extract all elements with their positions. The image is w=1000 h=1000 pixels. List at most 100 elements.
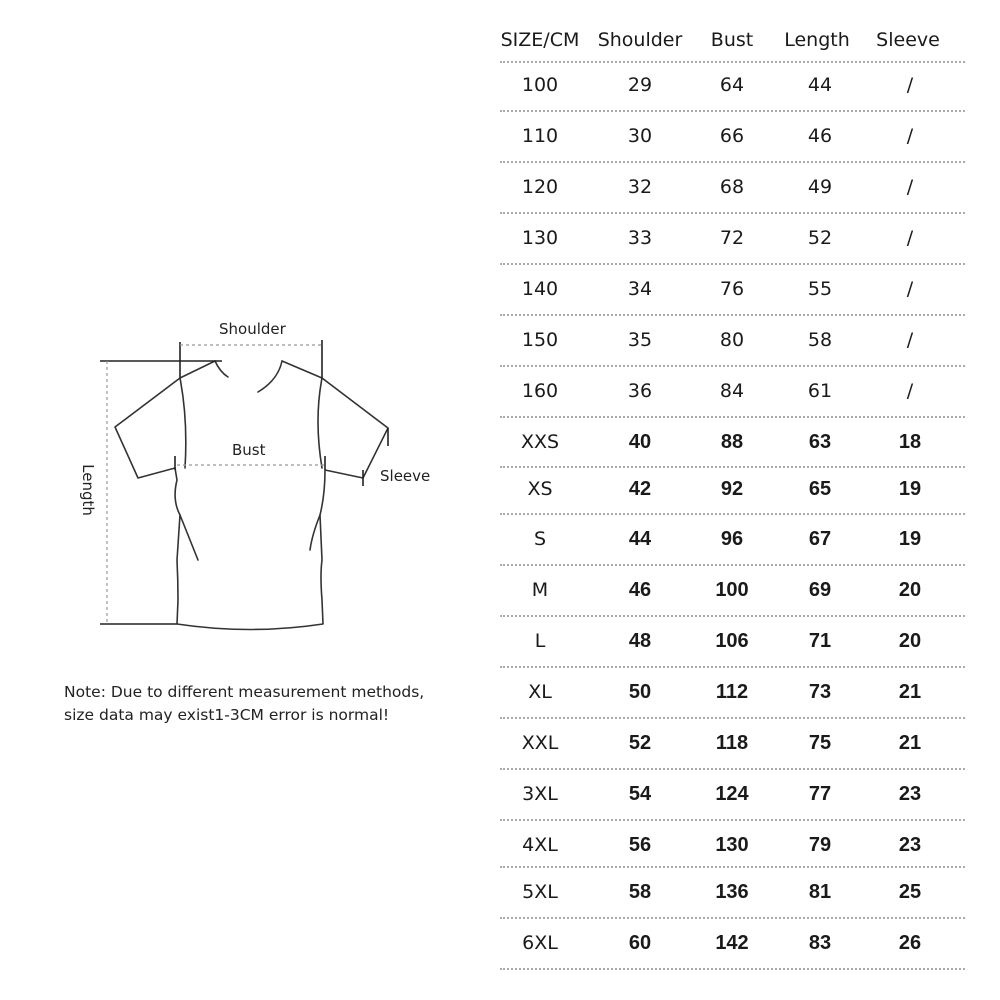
cell-size: 160 <box>521 380 559 402</box>
cell-shoulder: 40 <box>628 431 652 453</box>
row-divider <box>500 61 965 63</box>
row-divider <box>500 666 965 668</box>
cell-shoulder: 52 <box>628 732 652 754</box>
cell-bust: 64 <box>719 74 745 96</box>
cell-sleeve: 23 <box>898 783 922 805</box>
table-row: 110 30 66 46 / <box>500 111 965 162</box>
cell-length: 81 <box>808 881 832 903</box>
cell-bust: 92 <box>720 478 744 500</box>
cell-size: XXS <box>520 431 560 453</box>
cell-shoulder: 44 <box>628 528 652 550</box>
row-divider <box>500 416 965 418</box>
table-row: 3XL 54 124 77 23 <box>500 769 965 820</box>
cell-size: XXL <box>521 732 559 754</box>
cell-length: 69 <box>808 579 832 601</box>
cell-shoulder: 56 <box>628 834 652 856</box>
row-divider <box>500 161 965 163</box>
cell-length: 58 <box>807 329 833 351</box>
cell-length: 46 <box>807 125 833 147</box>
row-divider <box>500 513 965 515</box>
row-divider <box>500 768 965 770</box>
cell-sleeve: 25 <box>898 881 922 903</box>
cell-bust: 106 <box>715 630 749 652</box>
table-row: XS 42 92 65 19 <box>500 464 965 515</box>
cell-length: 71 <box>808 630 832 652</box>
row-divider <box>500 968 965 970</box>
table-row: 6XL 60 142 83 26 <box>500 918 965 969</box>
cell-shoulder: 54 <box>628 783 652 805</box>
cell-size: 110 <box>521 125 559 147</box>
cell-sleeve: 26 <box>898 932 922 954</box>
cell-size: XL <box>528 681 552 703</box>
cell-length: 65 <box>808 478 832 500</box>
row-divider <box>500 263 965 265</box>
header-bust: Bust <box>710 29 754 51</box>
cell-bust: 124 <box>715 783 749 805</box>
sleeve-label: Sleeve <box>380 467 431 485</box>
cell-shoulder: 33 <box>627 227 653 249</box>
cell-size: 120 <box>521 176 559 198</box>
cell-length: 83 <box>808 932 832 954</box>
cell-size: 3XL <box>522 783 558 805</box>
cell-length: 73 <box>808 681 832 703</box>
cell-sleeve: 23 <box>898 834 922 856</box>
cell-bust: 118 <box>715 732 749 754</box>
cell-bust: 100 <box>715 579 749 601</box>
cell-bust: 142 <box>715 932 749 954</box>
cell-sleeve: 19 <box>898 528 922 550</box>
cell-size: 130 <box>521 227 559 249</box>
cell-bust: 76 <box>719 278 745 300</box>
note-line-2: size data may exist1-3CM error is normal… <box>64 706 390 724</box>
cell-bust: 112 <box>715 681 749 703</box>
cell-bust: 96 <box>720 528 744 550</box>
row-divider <box>500 819 965 821</box>
row-divider <box>500 314 965 316</box>
cell-sleeve: / <box>906 176 914 198</box>
row-divider <box>500 615 965 617</box>
cell-size: XS <box>527 478 553 500</box>
table-row: 120 32 68 49 / <box>500 162 965 213</box>
cell-sleeve: 20 <box>898 579 922 601</box>
shoulder-label: Shoulder <box>219 320 286 338</box>
table-row: 5XL 58 136 81 25 <box>500 867 965 918</box>
cell-size: L <box>534 630 546 652</box>
cell-length: 67 <box>808 528 832 550</box>
cell-length: 55 <box>807 278 833 300</box>
cell-size: 150 <box>521 329 559 351</box>
cell-bust: 68 <box>719 176 745 198</box>
table-row: M 46 100 69 20 <box>500 565 965 616</box>
cell-shoulder: 29 <box>627 74 653 96</box>
length-label: Length <box>78 464 97 516</box>
cell-length: 52 <box>807 227 833 249</box>
table-row: 100 29 64 44 / <box>500 60 965 111</box>
header-length: Length <box>784 29 850 51</box>
cell-bust: 80 <box>719 329 745 351</box>
table-row: 4XL 56 130 79 23 <box>500 820 965 871</box>
row-divider <box>500 212 965 214</box>
cell-length: 75 <box>808 732 832 754</box>
table-row: XXL 52 118 75 21 <box>500 718 965 769</box>
cell-size: 140 <box>521 278 559 300</box>
cell-shoulder: 42 <box>628 478 652 500</box>
cell-bust: 136 <box>715 881 749 903</box>
table-row: 130 33 72 52 / <box>500 213 965 264</box>
table-row: XXS 40 88 63 18 <box>500 417 965 468</box>
table-row: 140 34 76 55 / <box>500 264 965 315</box>
row-divider <box>500 365 965 367</box>
cell-shoulder: 50 <box>628 681 652 703</box>
cell-sleeve: 20 <box>898 630 922 652</box>
cell-bust: 88 <box>720 431 744 453</box>
cell-bust: 66 <box>719 125 745 147</box>
cell-shoulder: 36 <box>627 380 653 402</box>
cell-sleeve: 19 <box>898 478 922 500</box>
bust-label: Bust <box>232 441 266 459</box>
row-divider <box>500 110 965 112</box>
cell-shoulder: 30 <box>627 125 653 147</box>
cell-bust: 130 <box>715 834 749 856</box>
row-divider <box>500 717 965 719</box>
cell-sleeve: / <box>906 125 914 147</box>
cell-size: 5XL <box>522 881 558 903</box>
cell-sleeve: / <box>906 278 914 300</box>
cell-shoulder: 32 <box>627 176 653 198</box>
cell-sleeve: / <box>906 380 914 402</box>
